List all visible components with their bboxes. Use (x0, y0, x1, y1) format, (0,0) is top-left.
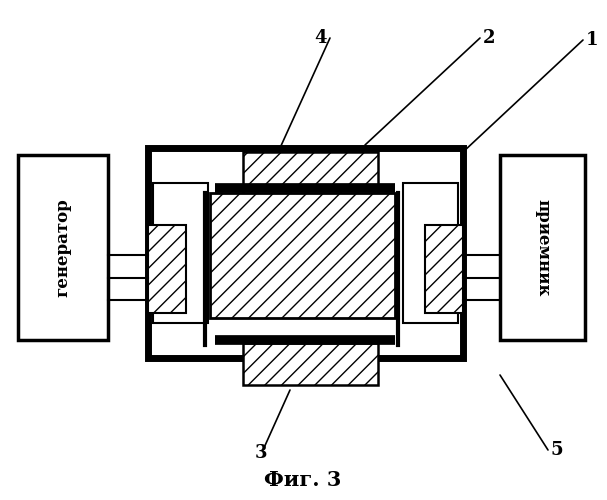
Text: 5: 5 (551, 441, 564, 459)
Bar (18, 155, 108, 340)
Bar (153, 183, 208, 323)
Text: 1: 1 (586, 31, 599, 49)
Text: приемник: приемник (534, 198, 551, 296)
Text: 3: 3 (255, 444, 268, 462)
Bar (403, 183, 458, 323)
Bar (243, 343, 378, 385)
Bar (148, 225, 186, 313)
Bar (153, 183, 208, 323)
Bar (148, 148, 463, 358)
Text: генератор: генератор (55, 198, 72, 297)
Text: 4: 4 (314, 29, 327, 47)
Bar (210, 193, 395, 318)
Bar (425, 225, 463, 313)
Bar (500, 155, 585, 340)
Bar (243, 152, 378, 197)
Text: 2: 2 (483, 29, 495, 47)
Text: Фиг. 3: Фиг. 3 (264, 470, 342, 490)
Bar (403, 183, 458, 323)
